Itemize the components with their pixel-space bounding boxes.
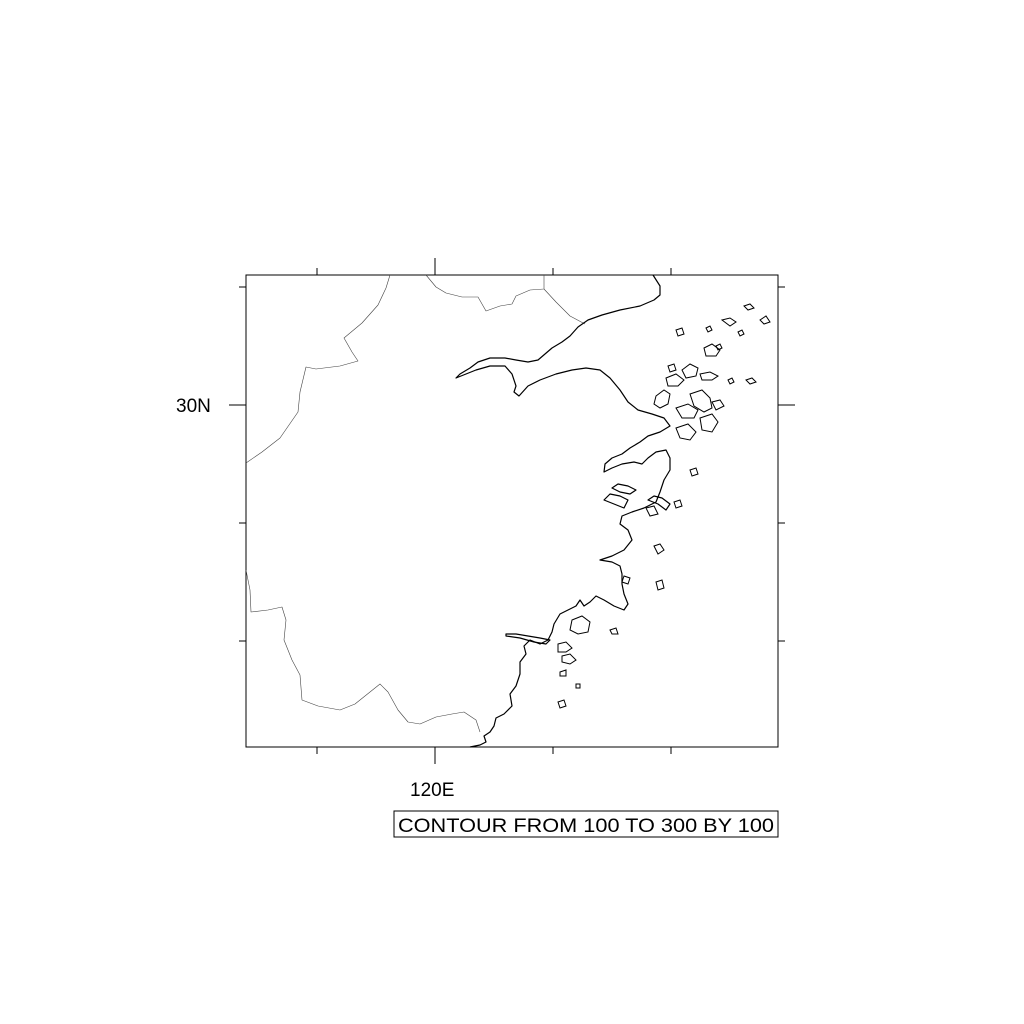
contour-info-box: CONTOUR FROM 100 TO 300 BY 100 xyxy=(393,810,779,838)
contour-info-label: CONTOUR FROM 100 TO 300 BY 100 xyxy=(398,816,774,837)
coastline xyxy=(455,274,671,748)
map-panel: 30N 120E xyxy=(176,258,795,801)
longitude-label-120e: 120E xyxy=(410,780,454,801)
bottom-ticks xyxy=(316,747,672,764)
province-boundaries xyxy=(245,274,586,733)
left-ticks xyxy=(229,286,246,642)
right-ticks xyxy=(778,286,795,642)
islands xyxy=(557,303,771,709)
top-ticks xyxy=(316,258,672,275)
latitude-label-30n: 30N xyxy=(176,396,211,417)
map-frame xyxy=(245,274,779,748)
